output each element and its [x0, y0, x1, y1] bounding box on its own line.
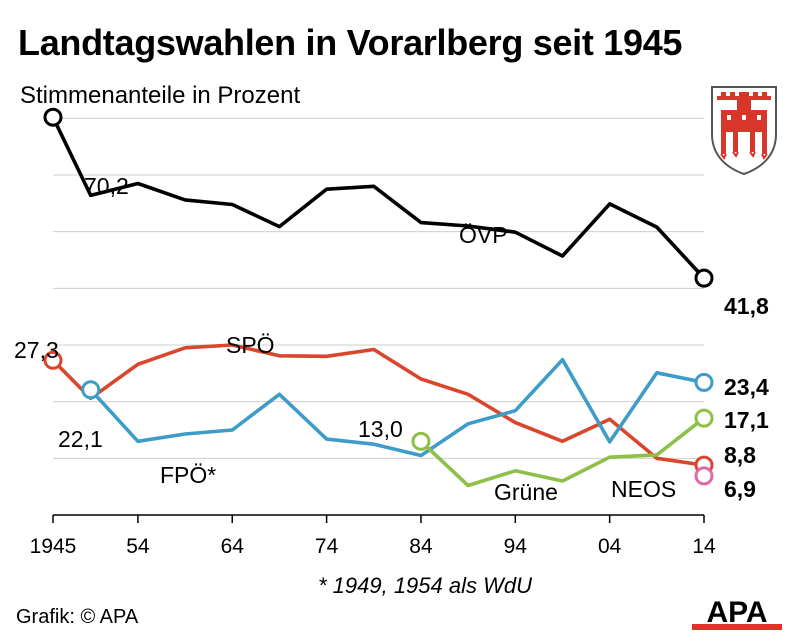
series-name-label: SPÖ — [226, 332, 275, 358]
start-value-label: 22,1 — [58, 426, 103, 452]
vorarlberg-coat-of-arms-icon — [711, 86, 777, 176]
footnote: * 1949, 1954 als WdU — [317, 573, 533, 598]
x-tick-label: 14 — [692, 535, 716, 558]
data-point — [43, 350, 63, 370]
x-tick-label: 1945 — [30, 535, 77, 558]
end-value-label: 8,8 — [724, 442, 756, 468]
series-lines — [51, 116, 706, 488]
data-point — [694, 466, 714, 486]
line-chart: 1945 54 64 74 84 94 04 14 70,2 27,3 22,1 13,0 ÖVP SP… — [14, 107, 769, 558]
series-line — [51, 116, 706, 280]
start-value-label: 13,0 — [358, 416, 403, 442]
start-value-label: 70,2 — [84, 173, 129, 199]
series-name-label: NEOS — [611, 476, 676, 502]
data-point — [694, 268, 714, 288]
data-point — [694, 372, 714, 392]
end-value-label: 6,9 — [724, 476, 756, 502]
data-point — [411, 431, 431, 451]
x-tick-label: 04 — [598, 535, 622, 558]
apa-logo-icon: APA — [692, 596, 782, 630]
x-tick-label: 54 — [126, 535, 150, 558]
series-line — [51, 343, 705, 467]
series-labels: 70,2 27,3 22,1 13,0 ÖVP SPÖ FPÖ* Grüne NEOS 41,8 2… — [14, 173, 769, 505]
credit-text: Grafik: © APA — [16, 606, 139, 628]
data-point — [694, 408, 714, 428]
end-value-label: 23,4 — [724, 374, 769, 400]
x-tick-label: 64 — [221, 535, 245, 558]
apa-logo-text: APA — [706, 596, 767, 629]
start-value-label: 27,3 — [14, 337, 59, 363]
data-point — [81, 380, 101, 400]
series-markers — [43, 107, 714, 486]
end-value-label: 17,1 — [724, 407, 769, 433]
series-line — [89, 357, 705, 458]
x-tick-label: 74 — [315, 535, 339, 558]
series-line — [419, 416, 706, 488]
data-point — [43, 107, 63, 127]
x-tick-label: 84 — [409, 535, 433, 558]
series-name-label: ÖVP — [459, 222, 508, 248]
x-tick-label: 94 — [504, 535, 528, 558]
gridlines — [53, 117, 704, 516]
x-axis: 1945 54 64 74 84 94 04 14 — [30, 515, 716, 558]
end-value-label: 41,8 — [724, 293, 769, 319]
series-name-label: FPÖ* — [160, 462, 216, 488]
series-name-label: Grüne — [494, 479, 558, 505]
chart-subtitle: Stimmenanteile in Prozent — [20, 82, 301, 109]
chart-title: Landtagswahlen in Vorarlberg seit 1945 — [18, 22, 683, 63]
